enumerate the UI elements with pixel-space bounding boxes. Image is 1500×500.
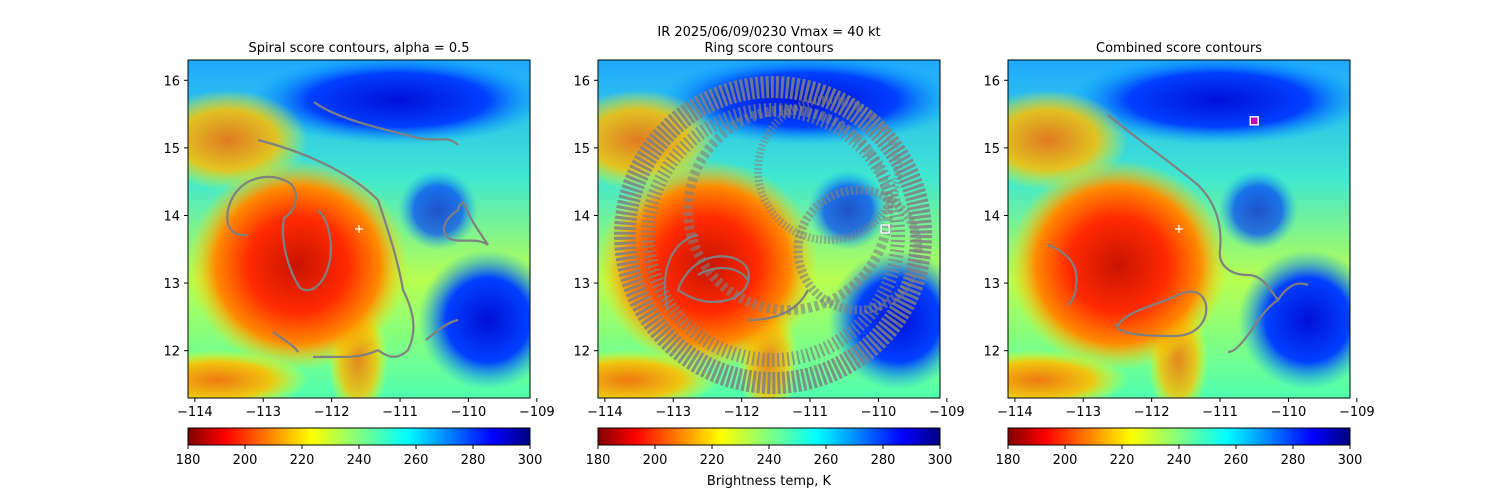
x-tick-label: −114 <box>177 405 213 420</box>
colorbar-ticks: 180 200 220 240 260 280 300 <box>176 445 543 468</box>
ir-image <box>598 60 940 398</box>
spiral-contours <box>226 101 489 359</box>
y-axis: 12 13 14 15 16 <box>573 74 598 360</box>
center-markers <box>880 224 890 234</box>
y-tick-label: 16 <box>983 74 1000 89</box>
y-tick-label: 12 <box>573 345 590 360</box>
colorbar-tick-label: 180 <box>176 453 201 468</box>
y-tick-label: 16 <box>163 74 180 89</box>
colorbar-ticks: 180 200 220 240 260 280 300 <box>996 445 1363 468</box>
colorbar-tick-label: 240 <box>757 453 782 468</box>
x-tick-label: −109 <box>1339 405 1375 420</box>
colorbar-tick-label: 260 <box>404 453 429 468</box>
y-tick-label: 12 <box>983 345 1000 360</box>
panel-title: Combined score contours <box>1096 41 1262 56</box>
combined-contours <box>1047 114 1309 354</box>
colorbar-tick-label: 200 <box>643 453 668 468</box>
colorbar-tick-label: 260 <box>814 453 839 468</box>
x-tick-label: −112 <box>724 405 760 420</box>
colorbar-tick-label: 180 <box>586 453 611 468</box>
colorbar <box>597 427 941 446</box>
colorbar-tick-label: 220 <box>290 453 315 468</box>
y-tick-label: 14 <box>163 209 180 224</box>
x-tick-label: −111 <box>792 405 828 420</box>
colorbar-tick-label: 180 <box>996 453 1021 468</box>
center-markers <box>1175 116 1259 233</box>
y-axis: 12 13 14 15 16 <box>983 74 1008 360</box>
x-tick-label: −113 <box>1065 405 1101 420</box>
y-tick-label: 14 <box>573 209 590 224</box>
colorbar-tick-label: 260 <box>1224 453 1249 468</box>
x-tick-label: −114 <box>997 405 1033 420</box>
square-marker-fill <box>1250 116 1259 125</box>
x-axis: −114 −113 −112 −111 −110 −109 <box>587 398 965 420</box>
x-tick-label: −113 <box>655 405 691 420</box>
colorbar <box>187 427 531 446</box>
square-marker <box>1249 116 1259 126</box>
colorbar-tick-label: 280 <box>461 453 486 468</box>
x-tick-label: −111 <box>1202 405 1238 420</box>
colorbar-tick-label: 300 <box>928 453 953 468</box>
ring-contours <box>614 76 932 394</box>
y-tick-label: 13 <box>163 277 180 292</box>
colorbar-tick-label: 280 <box>1281 453 1306 468</box>
y-tick-label: 16 <box>573 74 590 89</box>
colorbar-tick-label: 240 <box>347 453 372 468</box>
x-tick-label: −114 <box>587 405 623 420</box>
panel-title: Spiral score contours, alpha = 0.5 <box>248 41 469 56</box>
colorbar-ticks: 180 200 220 240 260 280 300 <box>586 445 953 468</box>
x-tick-label: −110 <box>861 405 897 420</box>
colorbar-tick-label: 220 <box>700 453 725 468</box>
panel-ring: Ring score contours −114 −113 −112 −111 −110… <box>573 41 965 489</box>
plus-marker <box>355 225 363 233</box>
y-tick-label: 12 <box>163 345 180 360</box>
center-markers <box>355 225 363 233</box>
y-tick-label: 15 <box>983 142 1000 157</box>
y-tick-label: 15 <box>573 142 590 157</box>
ir-image <box>1008 60 1350 398</box>
square-marker <box>880 224 890 234</box>
colorbar <box>1007 427 1351 446</box>
colorbar-tick-label: 200 <box>233 453 258 468</box>
x-tick-label: −112 <box>314 405 350 420</box>
x-tick-label: −111 <box>382 405 418 420</box>
colorbar-tick-label: 300 <box>518 453 543 468</box>
ir-image <box>188 60 530 398</box>
x-tick-label: −109 <box>929 405 965 420</box>
x-axis: −114 −113 −112 −111 −110 −109 <box>177 398 555 420</box>
colorbar-tick-label: 300 <box>1338 453 1363 468</box>
y-axis: 12 13 14 15 16 <box>163 74 188 360</box>
x-tick-label: −112 <box>1134 405 1170 420</box>
axes-frame <box>1007 59 1351 399</box>
axes-frame <box>187 59 531 399</box>
x-tick-label: −110 <box>1271 405 1307 420</box>
x-tick-label: −109 <box>519 405 555 420</box>
x-tick-label: −110 <box>451 405 487 420</box>
colorbar-tick-label: 240 <box>1167 453 1192 468</box>
plus-marker <box>1175 225 1183 233</box>
figure-suptitle: IR 2025/06/09/0230 Vmax = 40 kt <box>657 25 880 40</box>
colorbar-tick-label: 200 <box>1053 453 1078 468</box>
x-tick-label: −113 <box>245 405 281 420</box>
y-tick-label: 14 <box>983 209 1000 224</box>
colorbar-tick-label: 280 <box>871 453 896 468</box>
y-tick-label: 13 <box>573 277 590 292</box>
colorbar-label: Brightness temp, K <box>707 474 832 489</box>
axes-frame <box>597 59 941 399</box>
x-axis: −114 −113 −112 −111 −110 −109 <box>997 398 1375 420</box>
panel-combined: Combined score contours −114 −113 −112 −111… <box>983 41 1375 468</box>
y-tick-label: 13 <box>983 277 1000 292</box>
panel-spiral: Spiral score contours, alpha = 0.5 −114−… <box>163 41 555 468</box>
y-tick-label: 15 <box>163 142 180 157</box>
panel-title: Ring score contours <box>704 41 833 56</box>
colorbar-tick-label: 220 <box>1110 453 1135 468</box>
